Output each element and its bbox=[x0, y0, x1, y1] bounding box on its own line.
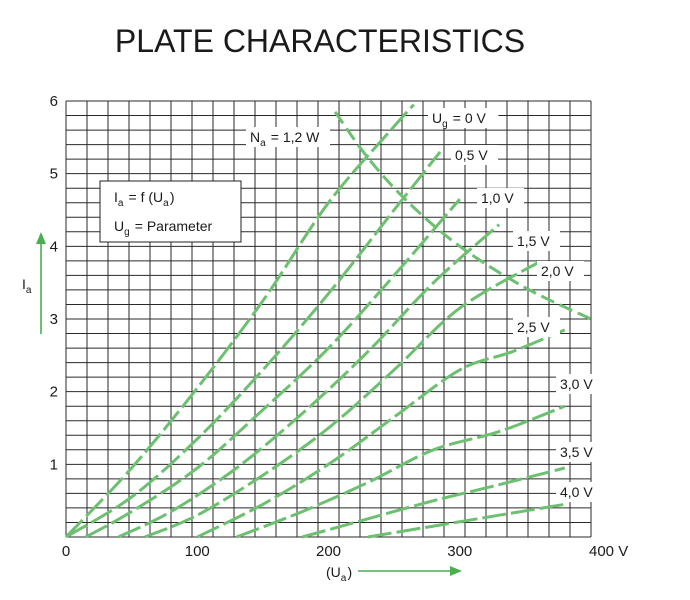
x-tick-label: 100 bbox=[185, 543, 210, 560]
series-label: 4,0 V bbox=[560, 484, 593, 500]
series-label: Ug = 0 V bbox=[432, 110, 486, 130]
series-label-bg bbox=[428, 108, 499, 128]
y-axis-label: Ia bbox=[22, 276, 33, 296]
x-axis-arrow-head bbox=[450, 566, 462, 576]
legend-box: Ia = f (Ua ) Ug = Parameter bbox=[99, 180, 242, 243]
x-tick-label: 300 bbox=[447, 543, 472, 560]
y-tick-label: 3 bbox=[50, 311, 58, 328]
series-label-bg bbox=[477, 188, 524, 208]
power-curve bbox=[333, 111, 592, 321]
series-label: 1,5 V bbox=[517, 233, 550, 249]
axis-annotations: (Ua ) Ia bbox=[22, 232, 462, 584]
curves bbox=[64, 103, 592, 539]
y-axis-arrow-head bbox=[36, 232, 46, 244]
y-tick-label: 2 bbox=[50, 384, 58, 401]
series-label: 2,5 V bbox=[517, 319, 550, 335]
series-line bbox=[236, 404, 566, 539]
x-tick-label: 400 V bbox=[589, 543, 628, 560]
legend-line-ia: Ia = f (Ua ) bbox=[114, 189, 175, 209]
y-tick-label: 1 bbox=[50, 456, 58, 473]
legend-line-ug: Ug = Parameter bbox=[114, 218, 213, 238]
series-label-bg bbox=[537, 261, 584, 281]
series-line bbox=[144, 261, 540, 539]
series-label-bg bbox=[556, 442, 603, 462]
axes: 0 100 200 300 400 V 1 2 3 4 5 6 bbox=[50, 93, 629, 560]
x-tick-label: 200 bbox=[316, 543, 341, 560]
series-label: 2,0 V bbox=[541, 263, 574, 279]
series-label: 3,0 V bbox=[560, 376, 593, 392]
chart-title: PLATE CHARACTERISTICS bbox=[115, 23, 525, 59]
y-tick-label: 5 bbox=[50, 166, 58, 183]
series-label-bg bbox=[556, 482, 603, 502]
series-label-bg bbox=[556, 374, 603, 394]
power-label-bg bbox=[246, 127, 330, 147]
x-tick-label: 0 bbox=[62, 543, 70, 560]
y-tick-label: 4 bbox=[50, 238, 58, 255]
series-label: 1,0 V bbox=[481, 190, 514, 206]
x-axis-label: (Ua ) bbox=[326, 564, 352, 584]
series-line bbox=[117, 223, 501, 539]
y-tick-label: 6 bbox=[50, 93, 58, 110]
series-label: 3,5 V bbox=[560, 444, 593, 460]
series-line bbox=[65, 150, 442, 539]
series-label-bg bbox=[451, 145, 498, 165]
series-line bbox=[301, 466, 566, 539]
power-curve-label: Na = 1,2 W bbox=[250, 129, 320, 149]
curve-labels: Ug = 0 V 0,5 V 1,0 V 1,5 V 2,0 V 2,5 V 3,0 V 3,… bbox=[246, 108, 603, 502]
series-line bbox=[367, 502, 566, 539]
series-label-bg bbox=[513, 231, 560, 251]
series-label-bg bbox=[513, 317, 560, 337]
legend-frame bbox=[99, 180, 242, 243]
series-line bbox=[84, 198, 461, 539]
series-line bbox=[64, 103, 415, 539]
series-label: 0,5 V bbox=[455, 147, 488, 163]
grid bbox=[65, 100, 592, 538]
series-line bbox=[196, 328, 566, 539]
